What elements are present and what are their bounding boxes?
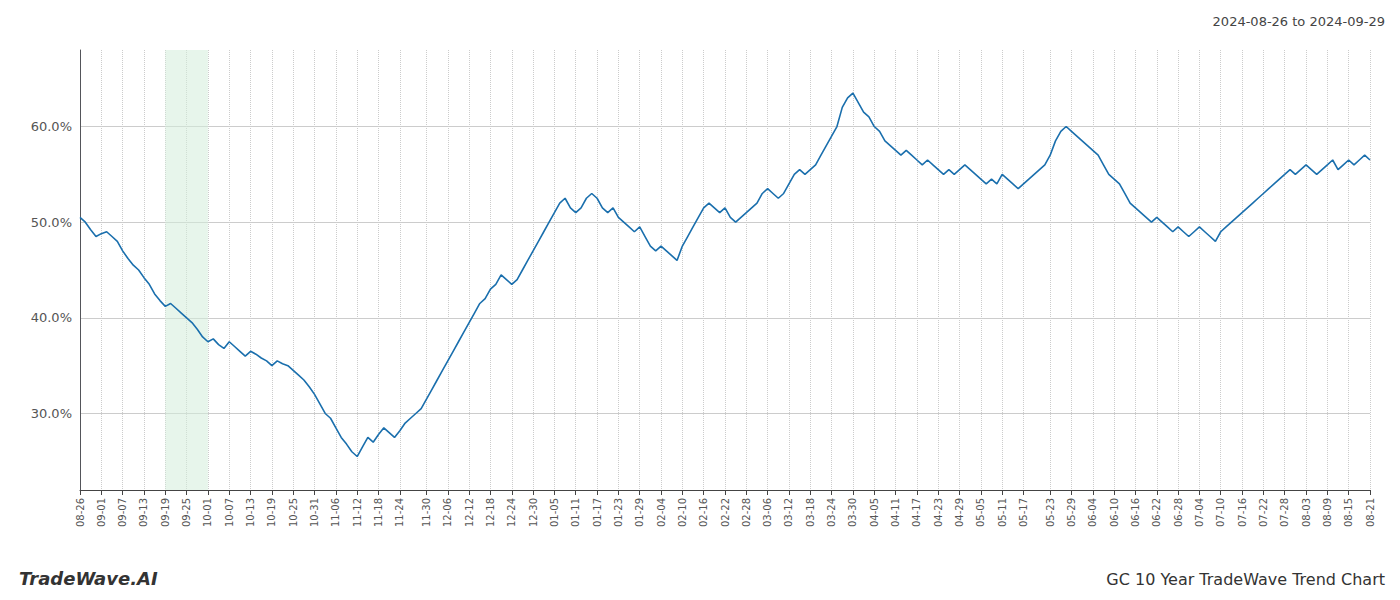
svg-text:05-11: 05-11 [997,498,1008,527]
svg-text:04-11: 04-11 [890,498,901,527]
svg-text:10-01: 10-01 [202,498,213,527]
svg-text:09-25: 09-25 [181,498,192,527]
svg-text:06-10: 06-10 [1109,498,1120,527]
svg-text:07-28: 07-28 [1279,498,1290,527]
svg-text:04-29: 04-29 [954,498,965,527]
svg-text:08-21: 08-21 [1365,498,1376,527]
svg-text:09-19: 09-19 [160,498,171,527]
svg-text:01-11: 01-11 [570,498,581,527]
svg-text:10-07: 10-07 [224,498,235,527]
svg-text:03-06: 03-06 [762,498,773,527]
svg-text:01-17: 01-17 [592,498,603,527]
svg-text:03-18: 03-18 [805,498,816,527]
svg-text:12-06: 12-06 [442,498,453,527]
svg-text:60.0%: 60.0% [31,119,72,134]
svg-text:08-15: 08-15 [1343,498,1354,527]
svg-text:03-24: 03-24 [826,498,837,527]
svg-text:05-17: 05-17 [1018,498,1029,527]
svg-text:02-10: 02-10 [677,498,688,527]
svg-text:01-05: 01-05 [549,498,560,527]
svg-text:12-24: 12-24 [506,498,517,527]
svg-text:06-04: 06-04 [1087,498,1098,527]
svg-text:05-23: 05-23 [1045,498,1056,527]
svg-text:04-05: 04-05 [869,498,880,527]
svg-text:06-22: 06-22 [1151,498,1162,527]
svg-text:04-17: 04-17 [911,498,922,527]
svg-text:04-23: 04-23 [933,498,944,527]
svg-text:08-03: 08-03 [1301,498,1312,527]
svg-text:05-29: 05-29 [1066,498,1077,527]
svg-text:11-18: 11-18 [373,498,384,527]
svg-text:07-10: 07-10 [1215,498,1226,527]
svg-text:09-07: 09-07 [117,498,128,527]
svg-text:50.0%: 50.0% [31,215,72,230]
svg-text:40.0%: 40.0% [31,310,72,325]
svg-text:07-22: 07-22 [1258,498,1269,527]
svg-text:08-26: 08-26 [75,498,86,527]
svg-text:12-12: 12-12 [464,498,475,527]
svg-text:11-06: 11-06 [330,498,341,527]
svg-text:02-28: 02-28 [741,498,752,527]
svg-text:07-16: 07-16 [1237,498,1248,527]
svg-text:10-19: 10-19 [266,498,277,527]
svg-text:10-13: 10-13 [245,498,256,527]
svg-text:12-30: 12-30 [528,498,539,527]
svg-text:10-25: 10-25 [288,498,299,527]
svg-text:02-16: 02-16 [698,498,709,527]
svg-text:05-05: 05-05 [975,498,986,527]
svg-text:02-04: 02-04 [656,498,667,527]
svg-text:TradeWave.AI: TradeWave.AI [19,568,158,589]
svg-text:01-23: 01-23 [613,498,624,527]
svg-text:03-12: 03-12 [783,498,794,527]
svg-text:01-29: 01-29 [634,498,645,527]
svg-text:03-30: 03-30 [847,498,858,527]
svg-text:09-13: 09-13 [138,498,149,527]
svg-text:09-01: 09-01 [96,498,107,527]
svg-text:07-04: 07-04 [1194,498,1205,527]
svg-text:10-31: 10-31 [309,498,320,527]
svg-text:11-24: 11-24 [394,498,405,527]
svg-text:06-28: 06-28 [1173,498,1184,527]
svg-text:08-09: 08-09 [1322,498,1333,527]
svg-text:11-12: 11-12 [352,498,363,527]
svg-text:06-16: 06-16 [1130,498,1141,527]
svg-text:11-30: 11-30 [421,498,432,527]
svg-text:02-22: 02-22 [720,498,731,527]
svg-text:12-18: 12-18 [485,498,496,527]
svg-text:2024-08-26 to 2024-09-29: 2024-08-26 to 2024-09-29 [1213,14,1385,29]
svg-text:GC 10 Year TradeWave Trend Cha: GC 10 Year TradeWave Trend Chart [1106,570,1385,589]
svg-text:30.0%: 30.0% [31,406,72,421]
